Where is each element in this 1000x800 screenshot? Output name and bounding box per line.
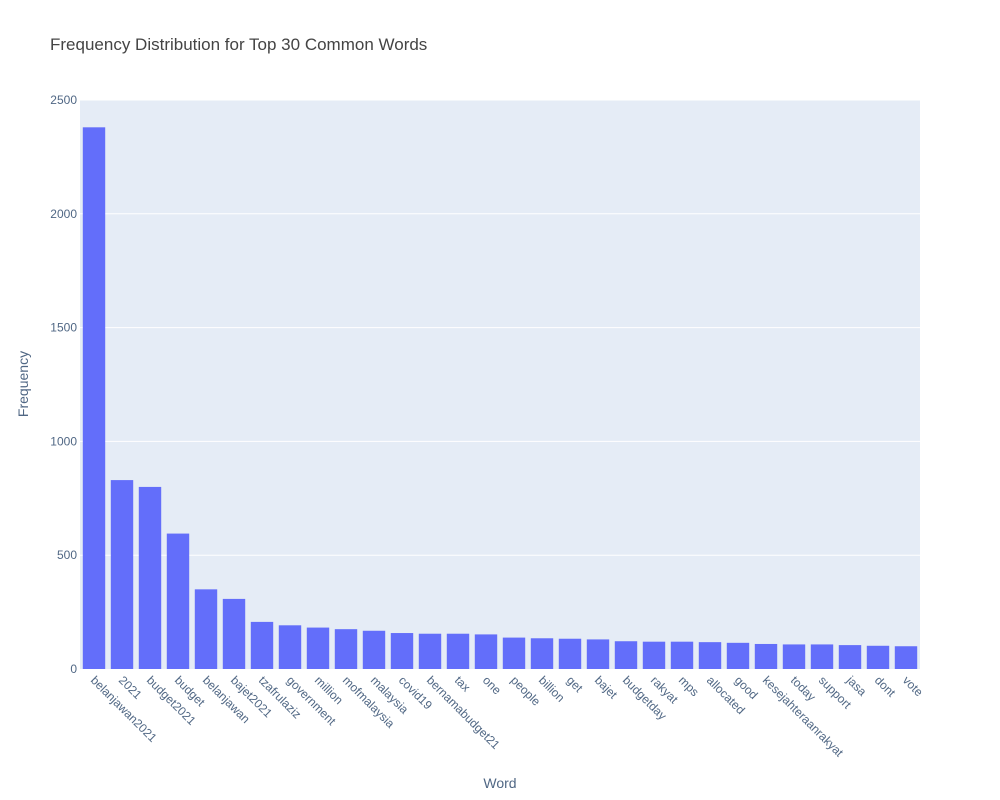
bar-vote[interactable] [894, 646, 918, 669]
bar-budget2021[interactable] [138, 486, 162, 669]
bar-belanjawan2021[interactable] [82, 127, 106, 669]
bar-covid19[interactable] [390, 633, 414, 669]
x-tick-label: one [480, 673, 504, 697]
y-tick-label: 1000 [50, 434, 77, 448]
y-tick-label: 1500 [50, 321, 77, 335]
bar-bajet2021[interactable] [222, 598, 246, 669]
x-tick-label: dont [872, 673, 899, 700]
bar-2021[interactable] [110, 480, 134, 669]
x-axis-title: Word [483, 775, 516, 791]
bar-kesejahteraanrakyat[interactable] [754, 643, 778, 669]
y-tick-label: 0 [70, 662, 77, 676]
bar-million[interactable] [306, 627, 330, 669]
bar-dont[interactable] [866, 645, 890, 669]
gridlines [80, 99, 920, 556]
y-tick-label: 2500 [50, 93, 77, 107]
y-axis-title: Frequency [15, 351, 31, 417]
bar-good[interactable] [726, 642, 750, 669]
bar-billion[interactable] [530, 638, 554, 669]
bar-rakyat[interactable] [642, 641, 666, 669]
bars [82, 127, 918, 669]
chart-title: Frequency Distribution for Top 30 Common… [50, 35, 427, 54]
bar-people[interactable] [502, 637, 526, 669]
x-tick-label: bajet [592, 673, 621, 702]
bar-jasa[interactable] [838, 645, 862, 669]
bar-bernamabudget21[interactable] [418, 633, 442, 669]
x-tick-label: vote [900, 673, 926, 699]
y-tick-label: 500 [57, 548, 77, 562]
y-tick-label: 2000 [50, 207, 77, 221]
x-tick-label: people [508, 673, 544, 709]
bar-tax[interactable] [446, 633, 470, 669]
bar-mofmalaysia[interactable] [334, 629, 358, 669]
bar-bajet[interactable] [586, 639, 610, 669]
y-axis-ticks: 0 500 1000 1500 2000 2500 [50, 93, 77, 676]
bar-belanjawan[interactable] [194, 589, 218, 669]
bar-tzafrulaziz[interactable] [250, 621, 274, 669]
x-tick-label: get [564, 673, 586, 695]
bar-malaysia[interactable] [362, 630, 386, 669]
plot-area [80, 100, 920, 669]
bar-one[interactable] [474, 634, 498, 669]
bar-mps[interactable] [670, 641, 694, 669]
bar-budget[interactable] [166, 533, 190, 669]
bar-government[interactable] [278, 625, 302, 669]
bar-allocated[interactable] [698, 642, 722, 669]
x-tick-label: tax [452, 673, 473, 694]
bar-today[interactable] [782, 644, 806, 669]
bar-support[interactable] [810, 644, 834, 669]
bar-get[interactable] [558, 638, 582, 669]
bar-budgetday[interactable] [614, 641, 638, 669]
